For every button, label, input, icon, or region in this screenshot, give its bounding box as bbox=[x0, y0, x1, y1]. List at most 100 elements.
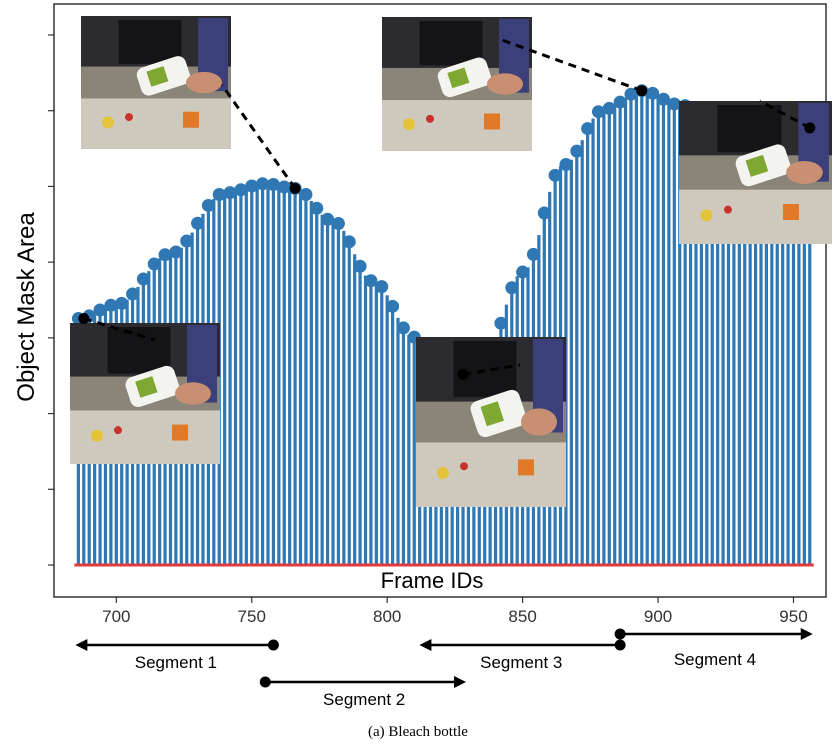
data-point bbox=[526, 247, 540, 261]
segment-arrows: Segment 1 Segment 2 Segment 3 Segment 4 bbox=[75, 628, 813, 709]
data-bar bbox=[716, 130, 720, 566]
data-point bbox=[548, 168, 562, 182]
photo-monitor bbox=[717, 105, 782, 153]
data-point bbox=[602, 101, 616, 115]
data-bar bbox=[651, 93, 655, 565]
data-point bbox=[93, 303, 107, 317]
data-bar bbox=[282, 186, 286, 565]
photo-toy bbox=[460, 462, 468, 471]
x-axis-title: Frame IDs bbox=[381, 568, 484, 593]
data-bar bbox=[802, 128, 806, 566]
data-bar bbox=[634, 91, 638, 566]
data-bar bbox=[672, 103, 676, 565]
axis-ticks: 700 750 800 850 900 950 bbox=[48, 34, 808, 626]
data-bar bbox=[390, 306, 395, 565]
annotation-connector bbox=[759, 99, 811, 130]
data-bar bbox=[331, 220, 335, 565]
data-bar bbox=[336, 223, 341, 565]
bleach-bottle-photo bbox=[81, 16, 231, 149]
data-bar bbox=[770, 137, 774, 565]
data-point bbox=[331, 217, 345, 231]
photo-toy bbox=[91, 429, 103, 442]
data-point bbox=[505, 281, 519, 295]
data-bar bbox=[629, 94, 633, 566]
data-point bbox=[342, 235, 356, 249]
data-bar bbox=[645, 91, 649, 565]
data-point bbox=[191, 216, 205, 230]
data-point bbox=[234, 183, 248, 197]
data-bar bbox=[353, 254, 357, 566]
data-bar bbox=[602, 109, 606, 566]
data-bar bbox=[374, 281, 378, 565]
plot-border bbox=[53, 3, 827, 598]
data-bar bbox=[298, 189, 303, 565]
data-bar bbox=[753, 135, 758, 565]
data-bar bbox=[358, 266, 362, 565]
data-point bbox=[245, 179, 259, 193]
data-bar bbox=[325, 219, 330, 565]
data-point bbox=[646, 86, 660, 100]
segment-endpoint bbox=[267, 639, 279, 651]
photo-cube bbox=[183, 111, 199, 128]
photo-cube bbox=[783, 203, 800, 220]
photo-hand bbox=[786, 161, 823, 184]
data-bar bbox=[667, 102, 671, 566]
data-point bbox=[656, 92, 670, 106]
segment-arrow: Segment 4 bbox=[614, 628, 813, 669]
annotation-connector bbox=[462, 363, 521, 376]
data-point bbox=[266, 178, 280, 192]
x-tick-label: 800 bbox=[373, 607, 401, 626]
data-bar bbox=[342, 230, 346, 566]
data-bar bbox=[607, 108, 611, 565]
y-axis-title: Object Mask Area bbox=[13, 212, 40, 402]
data-bar bbox=[363, 275, 368, 565]
photo-toy bbox=[426, 114, 434, 123]
segment-arrowhead bbox=[454, 676, 467, 688]
photo-hand bbox=[521, 408, 557, 436]
data-point bbox=[396, 321, 410, 335]
data-bar bbox=[775, 136, 779, 565]
data-bar bbox=[710, 127, 714, 566]
annotation-connector bbox=[501, 38, 643, 93]
photo-toy bbox=[437, 467, 449, 479]
segment-arrowhead bbox=[75, 639, 88, 651]
data-point bbox=[386, 299, 400, 313]
segment-label: Segment 4 bbox=[674, 650, 756, 669]
data-point bbox=[147, 257, 161, 271]
data-point bbox=[516, 265, 530, 279]
x-tick-label: 850 bbox=[508, 607, 536, 626]
data-bar bbox=[764, 137, 769, 565]
bleach-bottle-photo bbox=[70, 323, 220, 464]
data-point bbox=[299, 187, 313, 201]
data-point bbox=[494, 316, 508, 330]
data-point bbox=[277, 180, 291, 194]
data-point bbox=[375, 280, 389, 294]
photo-cube bbox=[484, 113, 500, 130]
data-point bbox=[169, 245, 183, 259]
segment-arrowhead bbox=[800, 628, 813, 640]
data-point bbox=[321, 212, 335, 226]
data-bar bbox=[618, 102, 622, 565]
data-bar bbox=[623, 97, 628, 566]
data-bar bbox=[569, 159, 573, 565]
photo-toy bbox=[700, 209, 713, 222]
segment-endpoint bbox=[614, 639, 626, 651]
data-bar bbox=[369, 280, 373, 565]
annotation-connector bbox=[220, 84, 297, 190]
annotation-point bbox=[78, 313, 90, 325]
annotation-point bbox=[804, 122, 816, 134]
data-bar bbox=[737, 133, 741, 565]
segment-arrow: Segment 1 bbox=[75, 639, 279, 672]
data-point bbox=[180, 234, 194, 248]
segment-arrow: Segment 3 bbox=[419, 639, 626, 672]
x-tick-label: 750 bbox=[238, 607, 266, 626]
figure-caption: (a) Bleach bottle bbox=[368, 724, 468, 740]
photo-bottle-label bbox=[447, 67, 470, 89]
segment-arrowhead bbox=[419, 639, 432, 651]
segment-label: Segment 1 bbox=[135, 653, 217, 672]
data-bar bbox=[250, 186, 254, 565]
data-point bbox=[364, 274, 378, 288]
photo-monitor bbox=[419, 21, 483, 66]
data-point bbox=[559, 157, 573, 171]
data-bar bbox=[223, 193, 227, 565]
